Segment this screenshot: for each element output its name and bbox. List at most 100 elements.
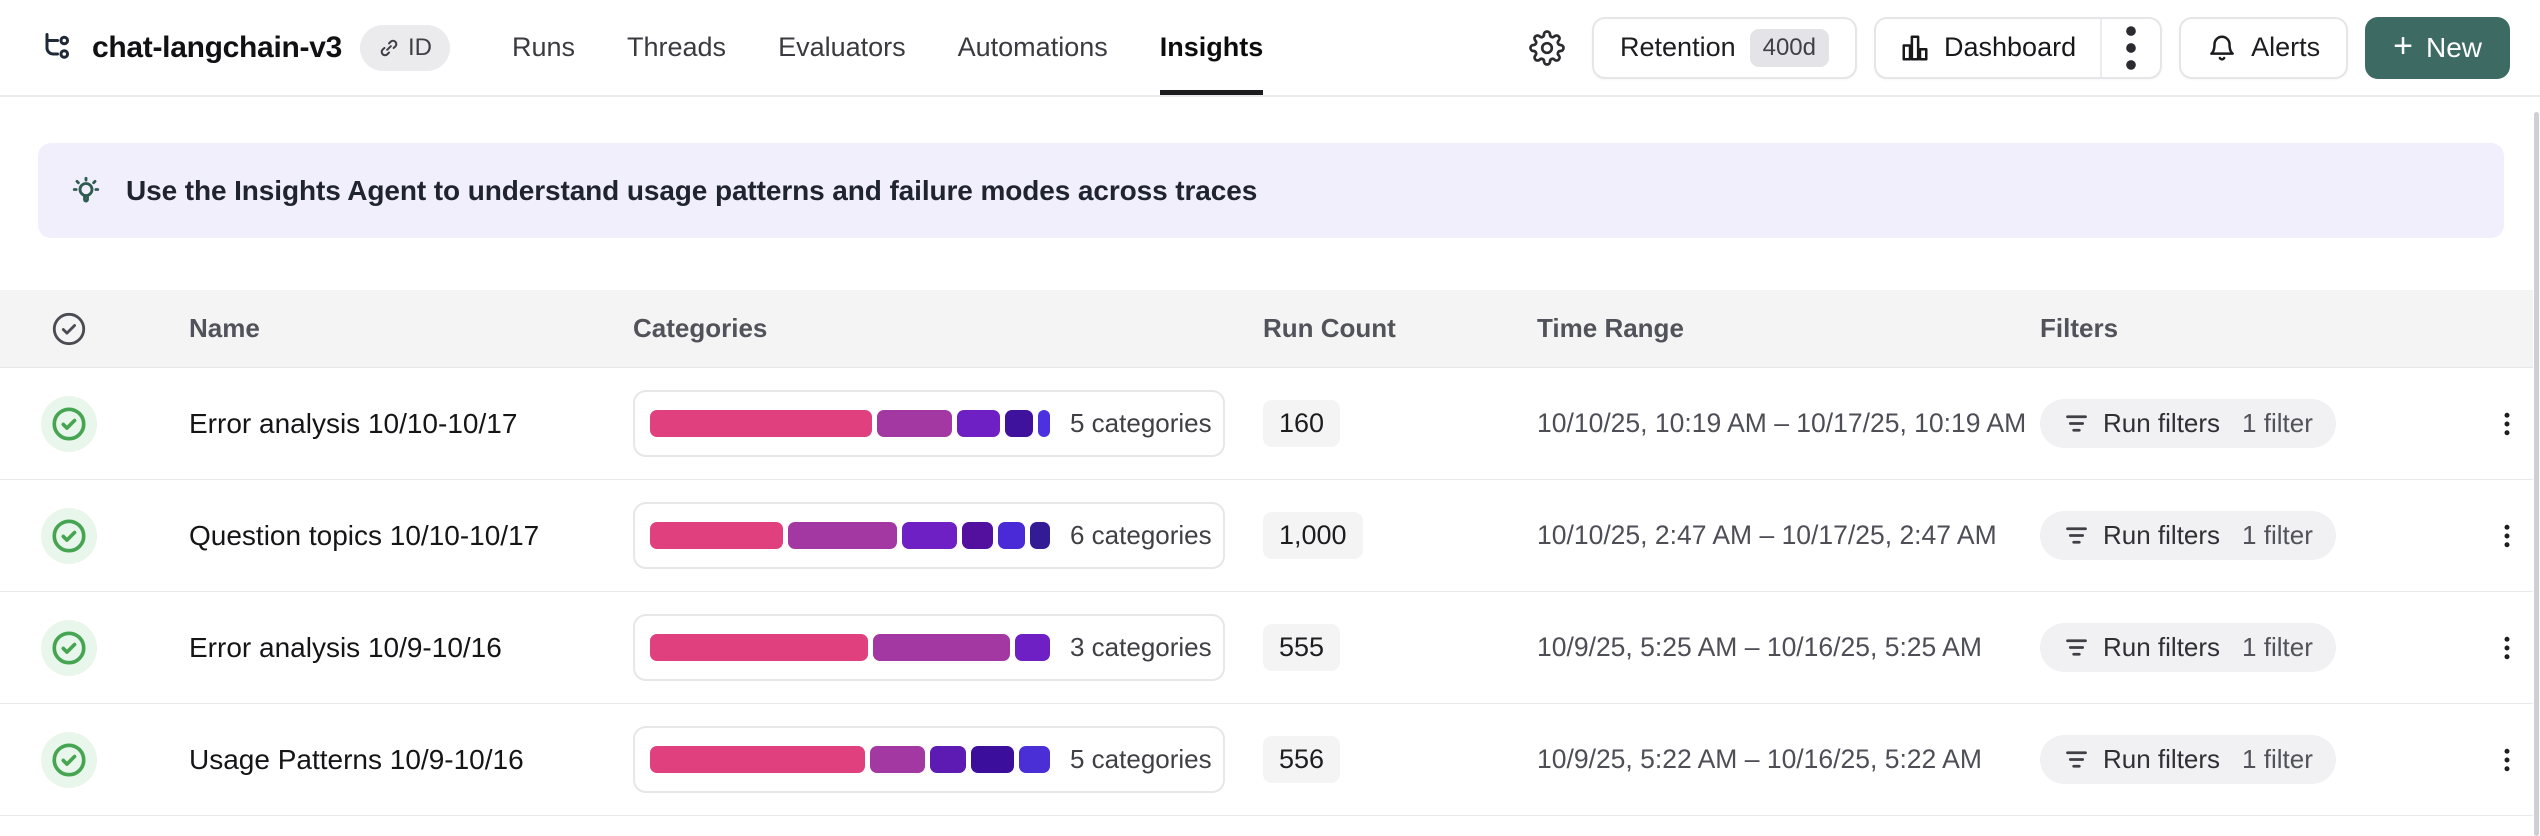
filters-cell: Run filters 1 filter: [2040, 623, 2480, 672]
kebab-icon: [2126, 25, 2136, 70]
dashboard-more-button[interactable]: [2102, 19, 2160, 77]
top-actions: Retention 400d Dashboard: [1519, 0, 2510, 95]
categories-cell: 3 categories: [633, 614, 1263, 681]
category-segment: [956, 410, 1001, 437]
dashboard-button[interactable]: Dashboard: [1876, 19, 2100, 77]
new-button[interactable]: + New: [2365, 16, 2510, 79]
categories-box[interactable]: 3 categories: [633, 614, 1225, 681]
tab-insights[interactable]: Insights: [1159, 0, 1264, 95]
insights-table: Name Categories Run Count Time Range Fil…: [0, 290, 2533, 816]
category-segment: [787, 522, 898, 549]
success-check-icon: [52, 630, 86, 665]
time-range: 10/9/25, 5:22 AM – 10/16/25, 5:22 AM: [1537, 744, 1982, 774]
row-menu-button[interactable]: [2483, 730, 2531, 790]
categories-box[interactable]: 5 categories: [633, 726, 1225, 793]
retention-label: Retention: [1620, 32, 1736, 62]
filters-cell: Run filters 1 filter: [2040, 511, 2480, 560]
column-header-name: Name: [189, 313, 260, 343]
category-segment: [870, 746, 926, 773]
row-menu-button[interactable]: [2483, 506, 2531, 566]
time-range: 10/9/25, 5:25 AM – 10/16/25, 5:25 AM: [1537, 632, 1982, 662]
gear-icon: [1529, 29, 1565, 66]
bell-icon: [2210, 35, 2234, 61]
run-count-cell: 555: [1263, 624, 1537, 671]
category-segment: [998, 522, 1026, 549]
dashboard-button-group: Dashboard: [1874, 16, 2163, 79]
filter-count-label: 1 filter: [2242, 632, 2313, 662]
column-header-run-count: Run Count: [1263, 313, 1396, 343]
retention-value-badge: 400d: [1749, 28, 1829, 67]
select-all-cell[interactable]: [0, 310, 138, 348]
circle-check-icon: [52, 312, 86, 345]
run-count-badge: 556: [1263, 736, 1341, 783]
insight-name[interactable]: Question topics 10/10-10/17: [189, 519, 540, 551]
table-row[interactable]: Error analysis 10/9-10/16 3 categories 5…: [0, 592, 2533, 704]
retention-button[interactable]: Retention 400d: [1592, 16, 1857, 79]
run-filters-pill[interactable]: Run filters 1 filter: [2040, 511, 2336, 560]
banner-text: Use the Insights Agent to understand usa…: [126, 174, 1258, 206]
filter-count-label: 1 filter: [2242, 744, 2313, 774]
categories-box[interactable]: 6 categories: [633, 502, 1225, 569]
tab-threads[interactable]: Threads: [627, 32, 727, 62]
run-filters-pill[interactable]: Run filters 1 filter: [2040, 623, 2336, 672]
page-title: chat-langchain-v3: [92, 30, 342, 64]
table-row[interactable]: Error analysis 10/10-10/17 5 categories …: [0, 368, 2533, 480]
kebab-icon: [2504, 748, 2509, 771]
settings-button[interactable]: [1519, 20, 1575, 76]
category-segment: [961, 522, 994, 549]
filter-lines-icon: [2066, 751, 2087, 768]
run-filters-pill[interactable]: Run filters 1 filter: [2040, 399, 2336, 448]
category-segment: [650, 522, 783, 549]
run-count-cell: 556: [1263, 736, 1537, 783]
filters-cell: Run filters 1 filter: [2040, 399, 2480, 448]
categories-count-label: 3 categories: [1070, 632, 1212, 662]
plus-icon: +: [2393, 27, 2413, 65]
button-divider: [2100, 18, 2103, 77]
vertical-scrollbar[interactable]: [2534, 112, 2539, 836]
project-tree-icon: [45, 32, 70, 59]
table-row[interactable]: Question topics 10/10-10/17 6 categories…: [0, 480, 2533, 592]
run-filters-pill[interactable]: Run filters 1 filter: [2040, 735, 2336, 784]
tab-evaluators[interactable]: Evaluators: [778, 32, 906, 62]
run-filters-label: Run filters: [2103, 744, 2221, 774]
row-menu-button[interactable]: [2483, 618, 2531, 678]
category-segment: [650, 410, 872, 437]
kebab-icon: [2504, 524, 2509, 547]
categories-count-label: 5 categories: [1070, 408, 1212, 438]
success-check-icon: [52, 406, 86, 441]
categories-count-label: 6 categories: [1070, 520, 1212, 550]
row-menu-button[interactable]: [2483, 394, 2531, 454]
category-segment: [650, 634, 869, 661]
alerts-label: Alerts: [2251, 32, 2321, 62]
insight-name[interactable]: Usage Patterns 10/9-10/16: [189, 743, 524, 775]
column-header-categories: Categories: [633, 313, 768, 343]
alerts-button[interactable]: Alerts: [2179, 16, 2349, 79]
copy-id-badge[interactable]: ID: [359, 24, 450, 71]
success-check-icon: [52, 742, 86, 777]
row-status-cell: [0, 395, 138, 452]
kebab-icon: [2504, 412, 2509, 435]
run-filters-label: Run filters: [2103, 520, 2221, 550]
category-segment: [1005, 410, 1034, 437]
table-row[interactable]: Usage Patterns 10/9-10/16 5 categories 5…: [0, 704, 2533, 816]
categories-cell: 5 categories: [633, 726, 1263, 793]
categories-cell: 5 categories: [633, 390, 1263, 457]
category-segment: [873, 634, 1010, 661]
categories-box[interactable]: 5 categories: [633, 390, 1225, 457]
run-count-badge: 1,000: [1263, 512, 1363, 559]
run-count-badge: 555: [1263, 624, 1341, 671]
run-filters-label: Run filters: [2103, 632, 2221, 662]
column-header-filters: Filters: [2040, 313, 2119, 343]
status-complete-halo: [41, 395, 97, 452]
insight-name[interactable]: Error analysis 10/9-10/16: [189, 631, 502, 663]
row-status-cell: [0, 731, 138, 788]
filter-count-label: 1 filter: [2242, 520, 2313, 550]
tab-bar: Runs Threads Evaluators Automations Insi…: [511, 0, 1264, 95]
insight-name[interactable]: Error analysis 10/10-10/17: [189, 407, 518, 439]
run-count-cell: 160: [1263, 400, 1537, 447]
lightbulb-icon: [72, 176, 100, 202]
bar-chart-icon: [1902, 35, 1928, 60]
tab-automations[interactable]: Automations: [957, 32, 1108, 62]
tab-runs[interactable]: Runs: [511, 32, 575, 62]
